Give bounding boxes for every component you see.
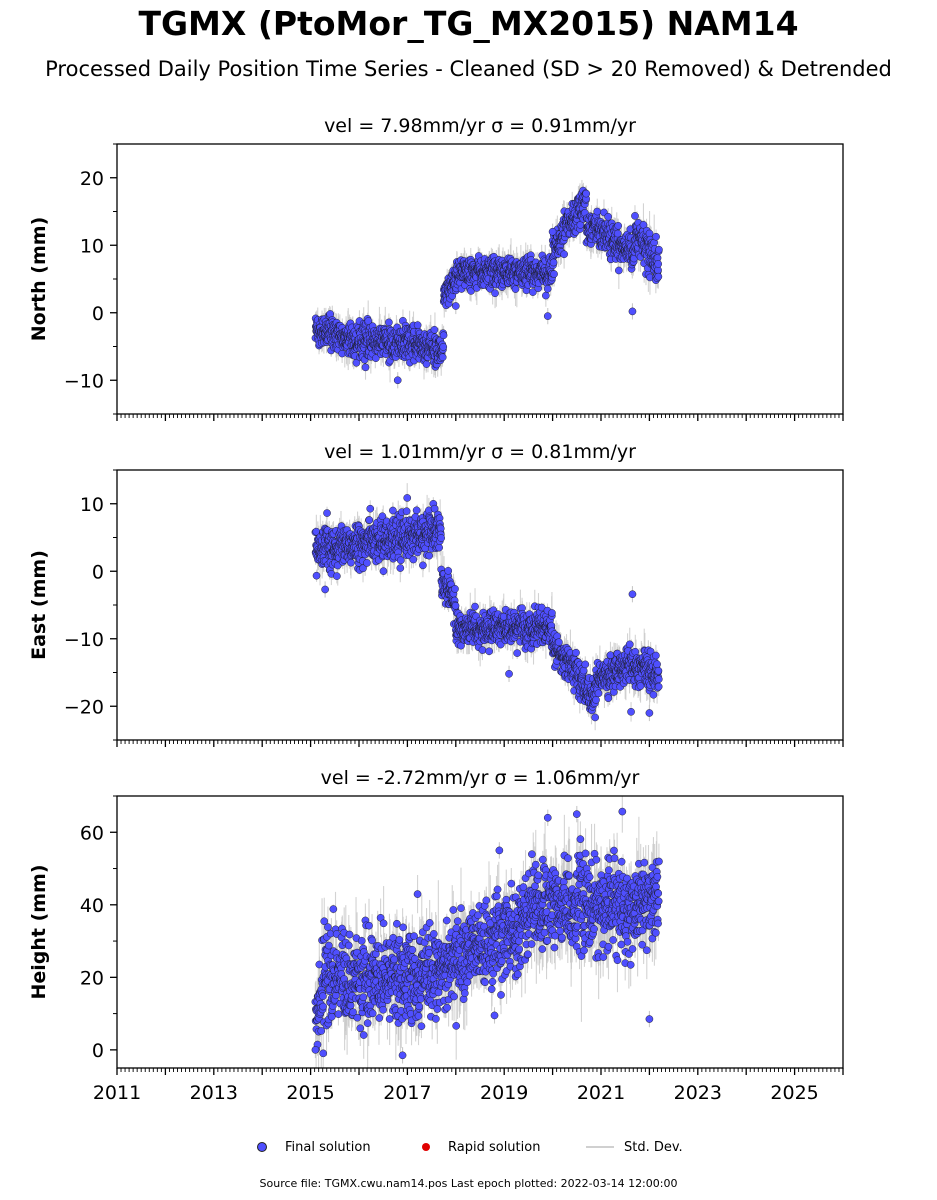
final-point (439, 331, 448, 340)
final-point (652, 232, 660, 241)
y-tick-label: −10 (64, 370, 104, 392)
final-point (352, 358, 361, 367)
chart-title: TGMX (PtoMor_TG_MX2015) NAM14 (138, 4, 799, 43)
final-point (393, 376, 402, 385)
final-point (582, 189, 591, 198)
final-point (413, 321, 422, 329)
final-point (654, 260, 662, 268)
final-point (543, 285, 552, 293)
final-point (548, 227, 557, 236)
final-point (529, 288, 537, 296)
final-point (438, 353, 447, 362)
y-axis-label: North (mm) (28, 217, 50, 342)
final-point (549, 258, 558, 267)
final-point (654, 272, 663, 281)
final-point (372, 354, 380, 362)
final-point (655, 245, 663, 254)
data-points (311, 179, 663, 389)
y-tick-label: 0 (92, 303, 104, 325)
final-point (543, 312, 552, 320)
final-point (593, 207, 602, 216)
final-point (439, 343, 448, 351)
final-solution-points (311, 186, 663, 385)
final-point (511, 285, 520, 293)
final-point (560, 250, 568, 259)
final-point (542, 291, 550, 300)
final-point (451, 302, 460, 310)
final-point (615, 266, 623, 275)
panel-title: vel = 7.98mm/yr σ = 0.91mm/yr (324, 115, 636, 137)
plots-canvas: vel = 7.98mm/yr σ = 0.91mm/yr North (mm) −… (28, 115, 844, 1104)
final-point (430, 325, 439, 334)
final-point (631, 212, 639, 220)
panel-title: vel = 1.01mm/yr σ = 0.81mm/yr (324, 441, 636, 463)
final-point (639, 220, 648, 229)
y-axis-label: East (mm) (28, 550, 50, 660)
chart-subtitle: Processed Daily Position Time Series - C… (45, 57, 892, 81)
final-point (614, 221, 623, 230)
final-point (361, 363, 370, 372)
y-tick-label: 10 (80, 235, 104, 257)
final-point (613, 229, 622, 238)
final-point (628, 307, 637, 316)
panel-1: vel = 7.98mm/yr σ = 0.91mm/yr North (mm) −… (28, 115, 844, 421)
final-point (385, 318, 393, 327)
final-point (491, 289, 499, 298)
final-point (550, 270, 558, 278)
final-point (604, 212, 613, 221)
y-tick-label: 20 (80, 168, 104, 190)
data-points (311, 483, 663, 731)
final-point (422, 360, 431, 368)
